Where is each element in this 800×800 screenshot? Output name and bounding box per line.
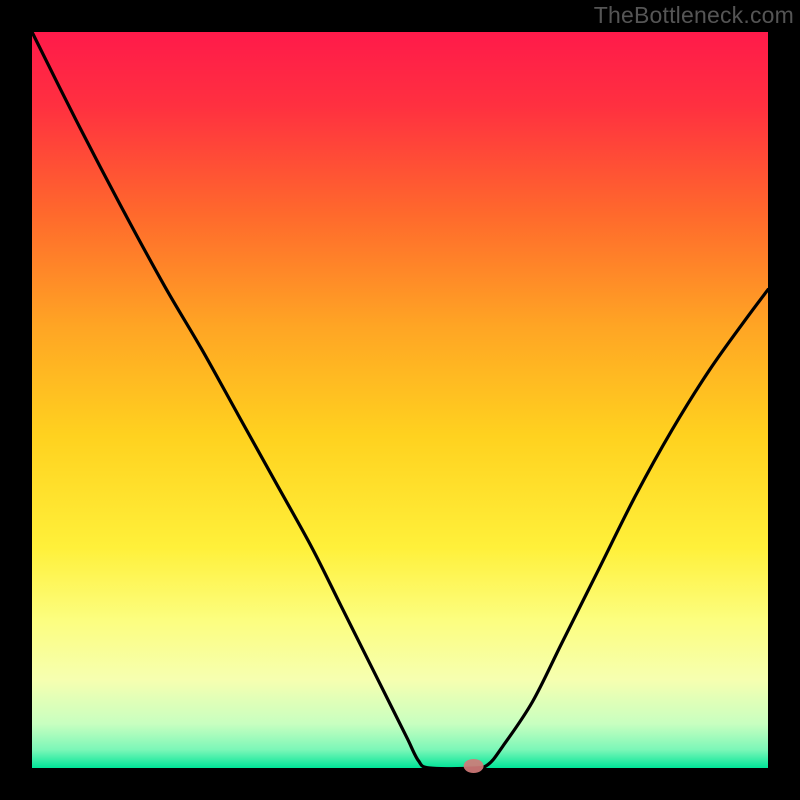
chart-container: TheBottleneck.com: [0, 0, 800, 800]
plot-background: [32, 32, 768, 768]
chart-area: [0, 0, 800, 800]
optimal-point-marker: [464, 759, 484, 773]
watermark-text: TheBottleneck.com: [594, 2, 794, 29]
bottleneck-chart: [0, 0, 800, 800]
